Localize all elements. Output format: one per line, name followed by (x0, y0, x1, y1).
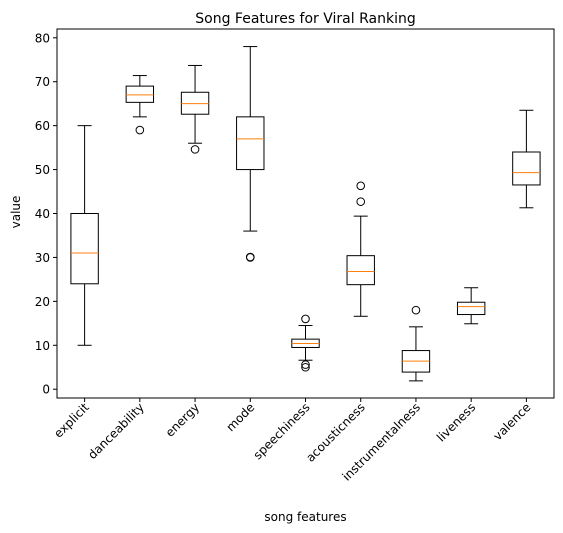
outlier-point (245, 252, 255, 262)
box-danceability (125, 75, 155, 135)
iqr-box (125, 85, 155, 103)
y-tick-label: 40 (35, 207, 50, 221)
chart-title: Song Features for Viral Ranking (195, 11, 415, 27)
outlier-point (301, 360, 310, 369)
outlier-point (301, 314, 310, 324)
y-tick-label: 30 (35, 251, 50, 265)
y-tick-label: 20 (35, 295, 50, 309)
iqr-box (456, 301, 486, 316)
outlier-point (356, 181, 366, 191)
y-tick-label: 50 (35, 163, 50, 177)
box-acousticness (346, 181, 375, 317)
box-explicit (70, 125, 99, 346)
box-valence (512, 109, 541, 209)
iqr-box (512, 151, 541, 186)
y-tick-label: 0 (42, 383, 50, 397)
outlier-point (411, 305, 421, 315)
y-tick-label: 70 (35, 75, 50, 89)
outlier-point (190, 145, 200, 154)
box-mode (236, 46, 265, 262)
outlier-point (301, 362, 310, 372)
y-tick-label: 80 (35, 31, 50, 45)
y-tick-label: 60 (35, 119, 50, 133)
iqr-box (70, 213, 99, 285)
iqr-box (236, 116, 265, 171)
iqr-box (346, 255, 375, 286)
outlier-point (135, 125, 145, 135)
box-liveness (456, 287, 486, 325)
box-energy (180, 64, 210, 154)
x-axis-label: song features (264, 510, 346, 524)
y-axis-label: value (9, 196, 23, 229)
y-tick-label: 10 (35, 339, 50, 353)
box-speechiness (291, 314, 320, 372)
outlier-point (356, 197, 366, 206)
box-instrumentalness (401, 305, 431, 382)
